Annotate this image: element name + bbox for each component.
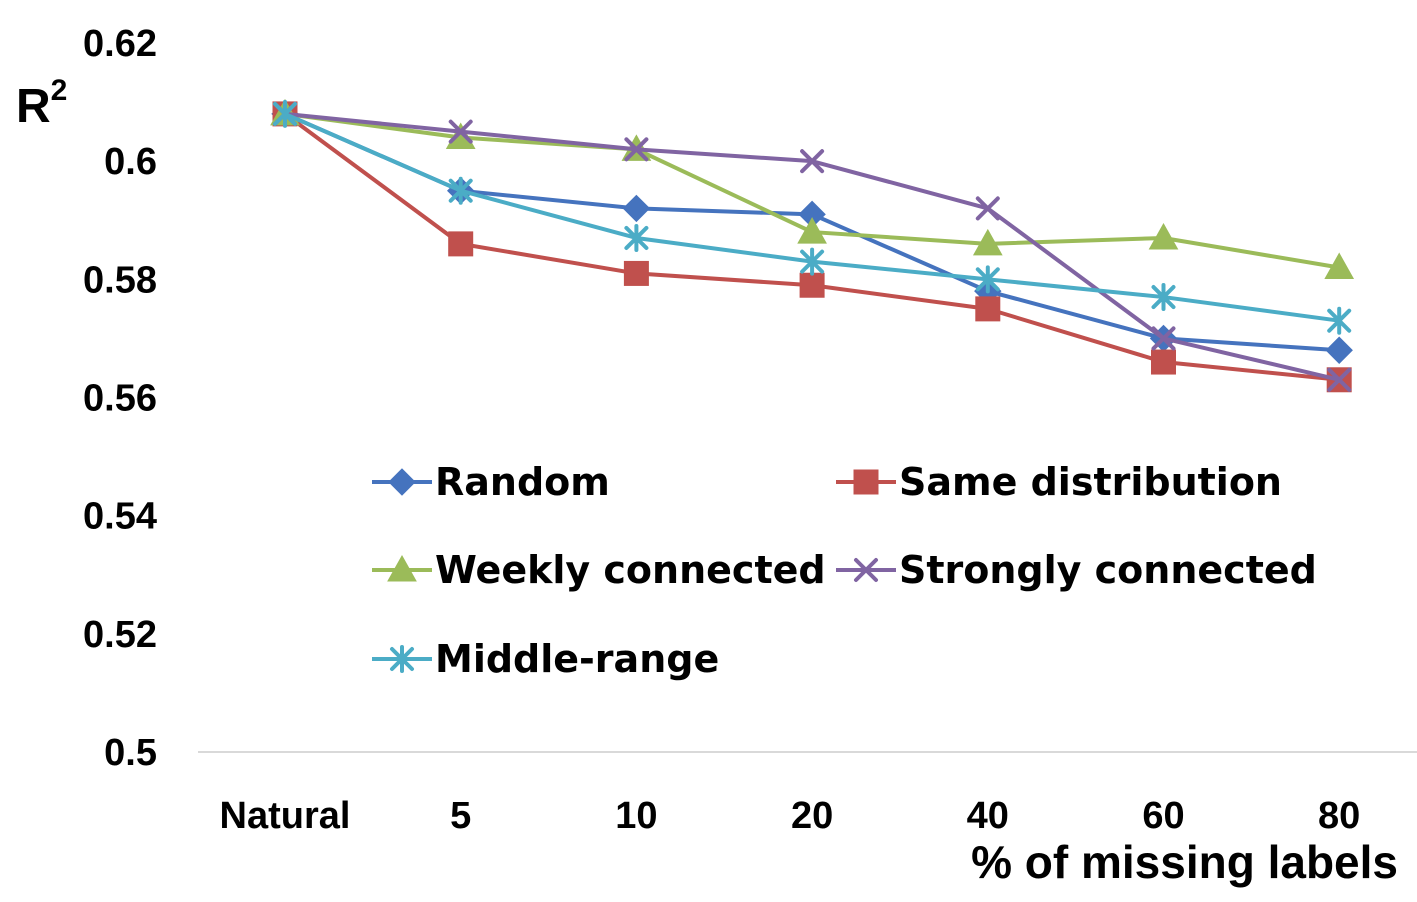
data-point — [800, 149, 825, 174]
data-point — [1327, 306, 1352, 335]
data-point — [1325, 336, 1353, 364]
legend-label: Middle-range — [435, 637, 719, 681]
x-tick-label: 5 — [450, 795, 471, 837]
legend-label: Same distribution — [899, 460, 1282, 504]
y-axis-title: R2 — [16, 74, 67, 133]
series-layer — [270, 98, 1355, 393]
y-tick-label: 0.56 — [83, 378, 157, 420]
x-axis-title: % of missing labels — [971, 836, 1398, 888]
y-axis: 0.5 0.52 0.54 0.56 0.58 0.6 0.62 — [83, 23, 157, 774]
series-line — [284, 111, 1340, 270]
data-point — [448, 176, 473, 205]
legend-marker — [853, 469, 879, 495]
data-point — [624, 137, 649, 162]
x-tick-label: 60 — [1142, 795, 1184, 837]
x-axis: Natural 5 10 20 40 60 80 — [220, 795, 1361, 837]
data-point — [797, 217, 827, 244]
legend-label: Random — [435, 460, 610, 504]
data-point — [800, 247, 825, 276]
legend-label: Strongly connected — [899, 548, 1317, 592]
data-point — [975, 296, 1001, 322]
data-point — [623, 260, 649, 286]
x-tick-label: 10 — [615, 795, 657, 837]
legend-marker — [388, 468, 416, 496]
data-point — [273, 99, 297, 128]
legend-marker — [854, 558, 878, 582]
data-point — [1151, 326, 1176, 351]
data-point — [1151, 283, 1176, 312]
series-strongly-connected — [273, 101, 1352, 392]
x-tick-label: 40 — [967, 795, 1009, 837]
data-point — [448, 231, 474, 257]
data-point — [448, 119, 473, 144]
y-tick-label: 0.54 — [83, 496, 157, 538]
y-tick-label: 0.6 — [104, 141, 157, 183]
x-tick-label: Natural — [220, 795, 351, 837]
legend-item: Weekly connected — [372, 548, 826, 592]
legend-label: Weekly connected — [435, 548, 826, 592]
legend-item: Same distribution — [836, 460, 1282, 504]
y-tick-label: 0.5 — [104, 732, 157, 774]
y-tick-label: 0.62 — [83, 23, 157, 65]
x-tick-label: 80 — [1318, 795, 1360, 837]
data-point — [1148, 222, 1179, 250]
data-point — [972, 228, 1003, 256]
legend-item: Middle-range — [372, 637, 719, 681]
data-point — [622, 194, 651, 223]
series-middle-range — [273, 99, 1352, 335]
data-point — [1151, 349, 1176, 375]
legend: Random Same distribution Weekly connected S… — [372, 460, 1317, 681]
legend-item: Random — [372, 460, 610, 504]
series-same-distribution — [272, 101, 1352, 393]
legend-item: Strongly connected — [836, 548, 1317, 592]
data-point — [624, 223, 649, 252]
data-point — [1324, 252, 1355, 280]
x-tick-label: 20 — [791, 795, 833, 837]
legend-marker — [387, 554, 417, 582]
y-tick-label: 0.52 — [83, 614, 157, 656]
legend-marker — [390, 645, 414, 673]
data-point — [799, 272, 825, 298]
data-point — [975, 196, 1000, 221]
data-point — [975, 265, 1000, 294]
data-point — [1327, 367, 1352, 392]
y-tick-label: 0.58 — [83, 259, 157, 301]
